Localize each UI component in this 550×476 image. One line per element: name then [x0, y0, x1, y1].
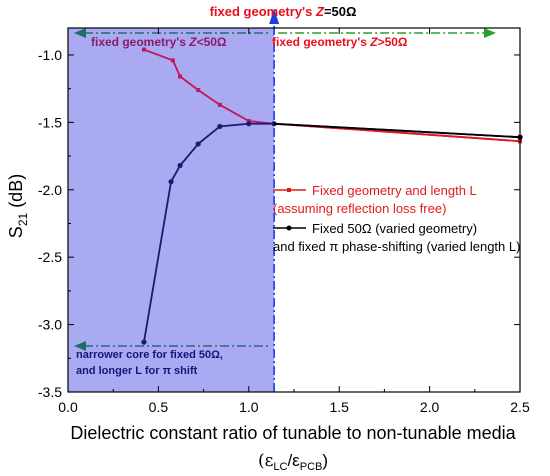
y-tick-label: -3.5: [38, 384, 62, 400]
series-1-point: [141, 47, 146, 52]
legend-entry-1-line2: (assuming reflection loss free): [273, 201, 446, 216]
annotation-z-less: fixed geometry's Z<50Ω: [91, 35, 227, 49]
series-2-tail: [274, 122, 521, 139]
series-2-point: [195, 141, 201, 147]
series-2-point: [141, 339, 147, 345]
left-arrow-icon: [74, 341, 86, 351]
shaded-region: [68, 28, 275, 392]
x-tick-label: 0.5: [149, 399, 169, 415]
annotation-z-equal: fixed geometry's Z=50Ω: [210, 4, 357, 19]
tick-marks: [67, 28, 521, 393]
x-tick-label: 2.5: [510, 399, 530, 415]
legend-marker-black: [286, 225, 292, 231]
series-1-point: [170, 58, 175, 63]
series-group: [141, 47, 523, 345]
y-tick-label: -3.0: [38, 317, 62, 333]
series-2-point: [177, 162, 183, 169]
x-tick-label: 1.5: [329, 399, 349, 415]
x-tick-labels: 0.0 0.5 1.0 1.5 2.0 2.5: [58, 399, 530, 415]
x-axis-title: Dielectric constant ratio of tunable to …: [70, 423, 516, 443]
series-2-point: [168, 179, 174, 185]
legend: Fixed geometry and length L (assuming re…: [273, 183, 520, 254]
y-tick-label: -2.0: [38, 182, 62, 198]
y-tick-label: -2.5: [38, 249, 62, 265]
series-1-point: [196, 88, 201, 93]
annotation-longer-l: and longer L for π shift: [76, 365, 198, 377]
series-1-point: [178, 74, 183, 79]
legend-entry-1-line1: Fixed geometry and length L: [312, 183, 477, 198]
series-1-point: [217, 102, 222, 107]
x-tick-label: 0.0: [58, 399, 78, 415]
annotation-narrower-core: narrower core for fixed 50Ω,: [76, 349, 223, 361]
x-axis-subtitle: (εLC/εPCB): [258, 451, 328, 473]
y-tick-label: -1.5: [38, 114, 62, 130]
right-arrow-icon: [484, 28, 496, 38]
x-tick-label: 1.0: [239, 399, 259, 415]
legend-entry-2-line2: and fixed π phase-shifting (varied lengt…: [273, 239, 520, 254]
legend-entry-2-line1: Fixed 50Ω (varied geometry): [312, 221, 477, 236]
series-2-point: [217, 123, 223, 130]
y-tick-labels: -1.0 -1.5 -2.0 -2.5 -3.0 -3.5: [38, 47, 62, 400]
legend-marker-red: [287, 188, 291, 192]
x-tick-label: 2.0: [420, 399, 440, 415]
left-arrow-icon: [74, 28, 86, 38]
y-tick-label: -1.0: [38, 47, 62, 63]
series-1-point: [246, 119, 251, 124]
series-2-line: [143, 122, 521, 343]
annotation-z-greater: fixed geometry's Z>50Ω: [272, 35, 408, 49]
y-axis-title: S21 (dB): [6, 174, 30, 238]
up-arrow-icon: [269, 9, 280, 24]
series-2-point: [246, 121, 252, 127]
